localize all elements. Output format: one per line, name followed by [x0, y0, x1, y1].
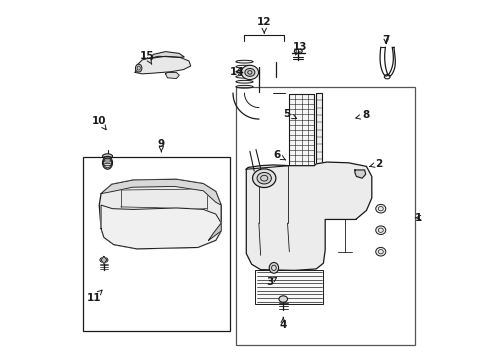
Polygon shape [246, 162, 371, 270]
Ellipse shape [269, 262, 278, 273]
Polygon shape [135, 56, 190, 74]
Ellipse shape [235, 70, 253, 73]
Ellipse shape [375, 204, 385, 213]
Ellipse shape [257, 172, 271, 184]
Polygon shape [165, 72, 179, 78]
Ellipse shape [375, 247, 385, 256]
Ellipse shape [235, 80, 253, 83]
Bar [235, 87, 414, 345]
Polygon shape [101, 179, 221, 205]
Ellipse shape [103, 158, 111, 168]
Bar [316, 93, 321, 166]
Ellipse shape [278, 296, 287, 302]
Text: 15: 15 [140, 51, 154, 64]
Text: 8: 8 [355, 111, 368, 121]
Polygon shape [101, 256, 106, 264]
Ellipse shape [102, 154, 112, 159]
Polygon shape [354, 170, 365, 178]
Bar [255, 270, 323, 304]
Text: 2: 2 [369, 159, 382, 169]
Bar [83, 157, 230, 330]
Text: 10: 10 [92, 116, 106, 130]
Polygon shape [99, 179, 221, 249]
Ellipse shape [135, 64, 142, 72]
Text: 5: 5 [282, 109, 296, 119]
Ellipse shape [241, 65, 258, 80]
Text: 9: 9 [158, 139, 164, 152]
Bar [289, 94, 313, 166]
Text: 14: 14 [229, 67, 244, 77]
Polygon shape [208, 223, 221, 240]
Text: 4: 4 [279, 318, 286, 330]
Text: 11: 11 [86, 290, 102, 303]
Polygon shape [101, 205, 221, 249]
Text: 13: 13 [292, 42, 306, 55]
Ellipse shape [244, 68, 254, 76]
Text: 12: 12 [257, 17, 271, 33]
Text: 7: 7 [382, 35, 389, 45]
Text: 1: 1 [414, 213, 421, 222]
Text: 3: 3 [265, 277, 276, 287]
Ellipse shape [100, 257, 108, 262]
Ellipse shape [252, 169, 275, 188]
Ellipse shape [375, 226, 385, 234]
Ellipse shape [235, 60, 253, 63]
Text: 6: 6 [273, 150, 285, 160]
Ellipse shape [102, 156, 112, 169]
Polygon shape [151, 51, 184, 60]
